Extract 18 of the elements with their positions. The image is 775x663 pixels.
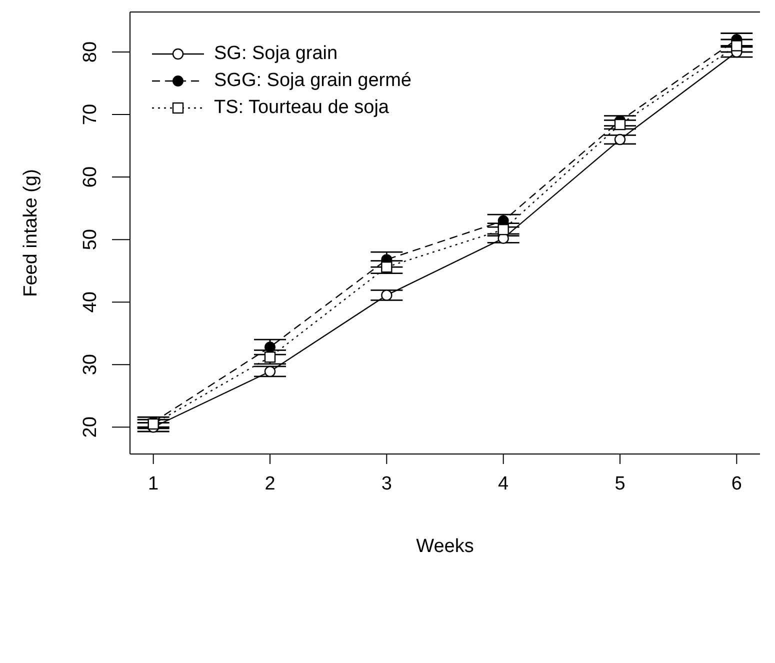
y-tick-label: 20 bbox=[80, 416, 101, 438]
y-tick-label: 60 bbox=[80, 166, 101, 188]
legend-label: SGG: Soja grain germé bbox=[214, 70, 412, 92]
x-axis-title: Weeks bbox=[416, 536, 474, 557]
y-tick-label: 30 bbox=[80, 354, 101, 376]
legend-label: SG: Soja grain bbox=[214, 42, 338, 64]
y-tick-label: 40 bbox=[80, 292, 101, 313]
y-tick-label: 70 bbox=[80, 104, 101, 126]
x-tick-label: 5 bbox=[614, 473, 626, 494]
x-tick-label: 6 bbox=[731, 473, 742, 494]
x-tick-label: 2 bbox=[264, 473, 276, 494]
x-tick-label: 1 bbox=[148, 473, 159, 494]
x-tick-label: 4 bbox=[498, 473, 510, 494]
y-tick-label: 80 bbox=[80, 41, 101, 63]
legend-label: TS: Tourteau de soja bbox=[214, 96, 389, 118]
y-axis-title: Feed intake (g) bbox=[20, 169, 42, 297]
y-tick-label: 50 bbox=[80, 228, 101, 250]
x-tick-label: 3 bbox=[381, 473, 392, 494]
